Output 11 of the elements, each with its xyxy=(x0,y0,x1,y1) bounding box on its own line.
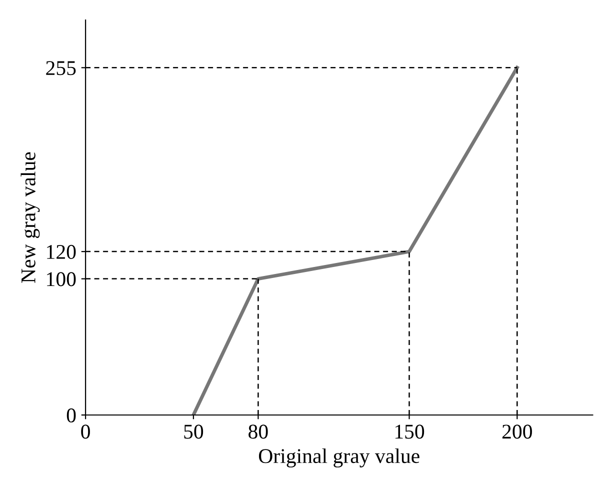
y-tick-label: 255 xyxy=(46,61,76,76)
x-tick-label: 80 xyxy=(248,424,268,439)
x-axis-title: Original gray value xyxy=(258,448,420,468)
x-tick-label: 0 xyxy=(81,424,90,439)
y-tick-label: 0 xyxy=(66,408,76,422)
x-tick-label: 200 xyxy=(502,424,532,439)
x-tick-label: 150 xyxy=(395,424,424,439)
y-tick-label: 120 xyxy=(47,244,76,259)
y-tick-label: 100 xyxy=(47,272,76,286)
y-axis-title: New gray value xyxy=(20,152,40,283)
x-tick-label: 50 xyxy=(184,424,204,439)
